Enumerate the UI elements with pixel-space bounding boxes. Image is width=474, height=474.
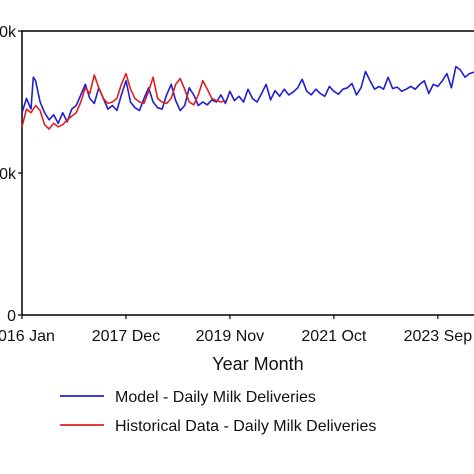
x-tick-label: 2023 Sep [404,328,473,345]
x-tick-label: 2016 Jan [0,328,55,345]
series-line-historical [21,72,226,130]
plot-area [21,30,474,316]
x-tick-label: 2017 Dec [92,328,161,345]
y-tick-label: 200k [0,166,17,183]
series-line-model [21,65,474,125]
x-axis-ticks: 2016 Jan 2017 Dec 2019 Nov 2021 Oct 2023 Sep [0,315,472,345]
y-axis-ticks: 0 200k 400k [0,24,22,325]
legend-label: Model - Daily Milk Deliveries [115,389,316,406]
legend-label: Historical Data - Daily Milk Deliveries [115,418,376,435]
y-tick-label: 0 [7,308,16,325]
x-tick-label: 2021 Oct [301,328,366,345]
x-tick-label: 2019 Nov [196,328,265,345]
legend: Model - Daily Milk Deliveries Historical … [60,389,376,435]
y-tick-label: 400k [0,24,17,41]
plot-border [21,30,474,316]
x-axis-title: Year Month [212,354,303,374]
